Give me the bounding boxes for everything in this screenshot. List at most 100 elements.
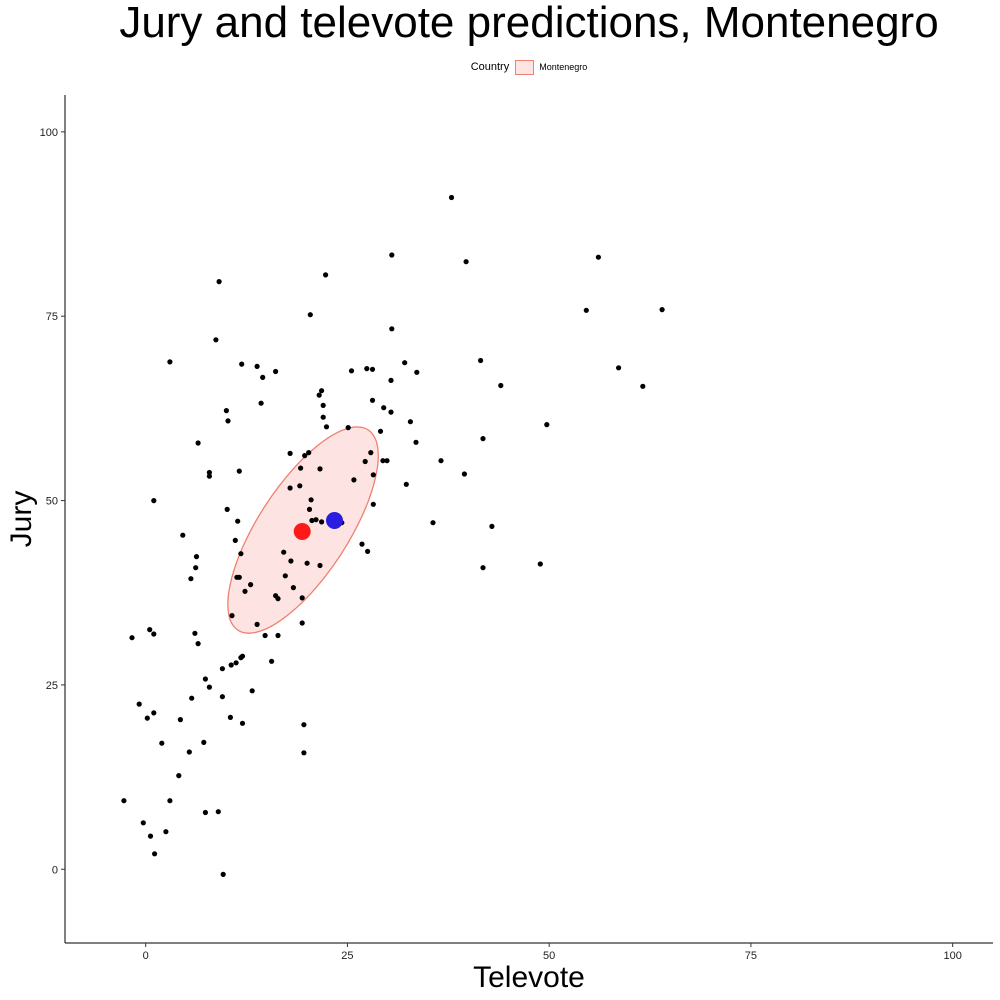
data-point [380,458,386,464]
data-point [306,450,312,456]
data-point [461,471,467,477]
data-point [121,798,127,804]
x-tick-label: 0 [143,950,149,962]
data-point [480,565,486,571]
data-point [220,871,226,878]
data-point [298,465,304,471]
data-point [281,549,287,555]
data-point [236,574,242,580]
data-point [223,408,229,414]
data-point [167,798,173,804]
data-point [299,620,305,626]
data-point [320,402,326,408]
data-point [258,400,264,406]
data-point [163,829,169,835]
data-point [583,307,589,313]
data-point [206,684,212,690]
axes: 0 25 50 75 100 0 25 50 75 100 [40,95,993,962]
data-point [238,655,244,661]
data-point [403,481,409,487]
data-point [144,715,150,721]
legend: Country Montenegro [0,58,1000,76]
data-point [192,630,198,636]
data-point [216,279,222,285]
data-point [351,477,357,483]
data-point [448,194,455,201]
data-point [316,392,322,398]
data-point [188,576,194,582]
data-point [193,565,199,571]
data-point [287,450,293,456]
data-point [159,740,165,746]
data-point [319,519,325,525]
data-point [248,582,254,588]
data-point [299,595,305,601]
highlight-point-red [293,523,311,540]
data-point [290,585,296,591]
data-point [616,365,622,371]
data-point [167,359,173,365]
data-point [544,422,550,428]
highlight-point-blue [326,512,343,529]
data-point [306,506,313,512]
data-point [489,523,495,530]
data-point [384,458,390,464]
data-point [147,833,154,839]
data-point [323,272,329,278]
data-point [463,259,469,265]
data-point [359,541,365,547]
data-point [206,473,212,479]
data-point [219,694,225,700]
y-tick-label: 25 [46,680,58,692]
data-point [301,722,307,728]
data-point [297,483,303,489]
data-point [308,497,314,503]
data-point [254,621,260,628]
data-point [478,357,484,364]
data-point [201,739,207,746]
data-point [640,383,646,389]
data-point [228,662,234,668]
data-point [151,498,157,504]
data-point [480,436,486,442]
data-point [377,428,384,434]
data-point [537,561,543,567]
legend-label-montenegro: Montenegro [539,62,588,72]
data-point [369,397,376,403]
y-tick-label: 75 [46,311,58,323]
data-point [233,660,239,666]
data-point [319,388,325,394]
data-point [414,369,420,375]
data-point [249,688,255,694]
data-point [177,717,183,723]
data-point [302,453,308,459]
y-tick-label: 50 [46,496,58,508]
data-point [407,419,413,425]
data-point [151,710,157,716]
data-point [498,382,504,389]
data-point [345,425,351,431]
data-point [369,366,376,372]
data-point [388,409,394,415]
data-point [368,450,374,456]
data-point [370,472,376,478]
x-tick-label: 50 [543,950,555,962]
x-tick-label: 75 [745,950,757,962]
data-point [202,676,208,682]
data-point [313,517,319,523]
data-point [388,377,394,383]
data-point [288,558,294,564]
data-point [402,360,408,366]
data-point [140,820,146,826]
data-point [659,307,665,313]
data-point [239,361,245,367]
data-point [206,469,212,476]
data-point [430,520,436,526]
data-point [229,613,235,619]
data-point [317,562,323,569]
data-point [389,252,395,258]
data-point [195,641,201,647]
data-point [232,537,238,544]
data-point [225,418,231,424]
data-point [227,714,233,721]
